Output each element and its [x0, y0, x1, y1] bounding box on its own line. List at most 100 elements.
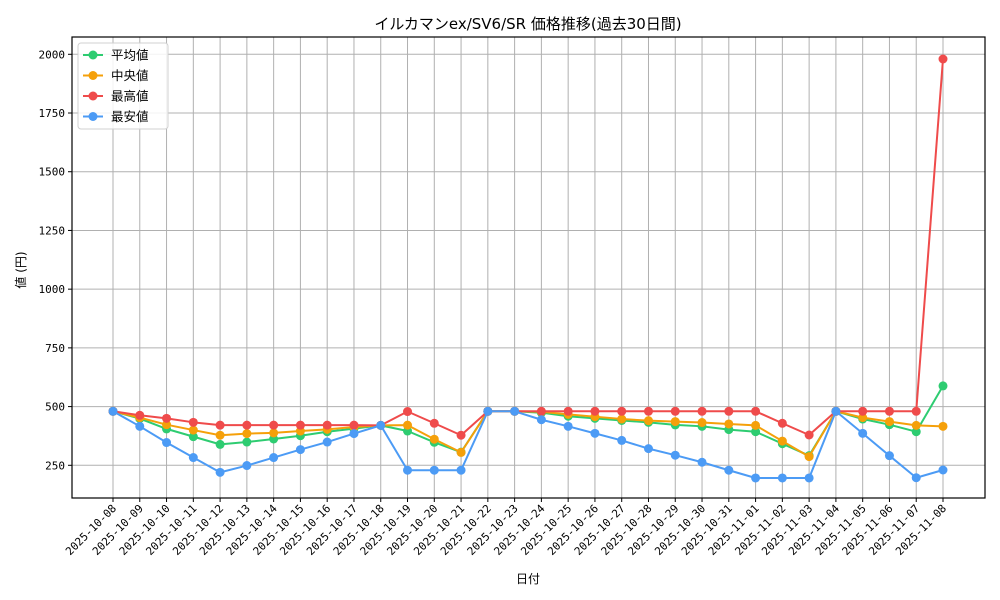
data-point	[751, 427, 761, 437]
data-point	[643, 444, 653, 454]
legend-item: 平均値	[83, 48, 149, 63]
data-point	[911, 427, 921, 437]
data-point	[429, 465, 439, 475]
data-point	[590, 406, 600, 416]
data-series	[108, 54, 948, 483]
data-point	[349, 429, 359, 439]
data-point	[911, 473, 921, 483]
y-tick-label: 500	[45, 401, 65, 414]
legend-box	[77, 42, 169, 130]
data-point	[429, 418, 439, 428]
data-point	[322, 437, 332, 447]
y-tick-label: 750	[45, 342, 65, 355]
data-point	[777, 418, 787, 428]
data-point	[376, 420, 386, 430]
data-point	[188, 453, 198, 463]
data-point	[295, 445, 305, 455]
data-point	[563, 406, 573, 416]
data-point	[215, 420, 225, 430]
data-point	[724, 406, 734, 416]
data-point	[456, 465, 466, 475]
data-point	[242, 437, 252, 447]
y-tick-label: 1250	[39, 224, 66, 237]
chart-title: イルカマンex/SV6/SR 価格推移(過去30日間)	[374, 15, 681, 33]
x-axis-label: 日付	[516, 572, 540, 586]
data-point	[697, 457, 707, 467]
data-point	[670, 406, 680, 416]
series-3	[108, 406, 948, 483]
data-point	[162, 420, 172, 430]
data-point	[483, 406, 493, 416]
data-point	[510, 406, 520, 416]
data-point	[670, 450, 680, 460]
y-axis: 250 500 750 1000 1250 1500 1750 2000	[39, 48, 72, 472]
data-point	[777, 436, 787, 446]
data-point	[938, 54, 948, 64]
data-point	[617, 414, 627, 424]
data-point	[804, 473, 814, 483]
data-point	[403, 420, 413, 430]
legend-marker-icon	[88, 50, 98, 60]
data-point	[643, 416, 653, 426]
legend-item: 最高値	[83, 89, 149, 104]
data-point	[162, 413, 172, 423]
legend-marker-icon	[88, 71, 98, 80]
data-point	[858, 406, 868, 416]
data-point	[403, 465, 413, 475]
series-line	[112, 410, 944, 458]
data-point	[429, 434, 439, 444]
legend-marker-icon	[88, 91, 98, 101]
data-point	[188, 425, 198, 435]
y-tick-label: 1750	[39, 107, 66, 120]
data-point	[777, 473, 787, 483]
data-point	[349, 420, 359, 430]
data-point	[751, 406, 761, 416]
data-point	[269, 428, 279, 438]
data-point	[751, 420, 761, 430]
legend-label: 最安値	[111, 109, 149, 124]
legend-label: 最高値	[111, 89, 149, 104]
data-point	[643, 406, 653, 416]
legend-label: 中央値	[111, 68, 149, 83]
data-point	[536, 415, 546, 425]
data-point	[590, 428, 600, 438]
data-point	[403, 407, 413, 417]
legend-label: 平均値	[111, 48, 149, 63]
data-point	[858, 428, 868, 438]
grid-lines	[72, 37, 985, 498]
data-point	[670, 417, 680, 427]
data-point	[884, 406, 894, 416]
data-point	[697, 406, 707, 416]
data-point	[536, 406, 546, 416]
data-point	[884, 451, 894, 461]
data-point	[858, 413, 868, 423]
data-point	[884, 417, 894, 427]
y-tick-label: 250	[45, 459, 65, 472]
x-axis: 2025-10-082025-10-092025-10-102025-10-11…	[63, 498, 949, 558]
data-point	[135, 410, 145, 420]
data-point	[911, 406, 921, 416]
legend-item: 最安値	[83, 109, 149, 124]
data-point	[724, 419, 734, 429]
data-point	[456, 430, 466, 440]
data-point	[804, 430, 814, 440]
data-point	[135, 421, 145, 431]
y-tick-label: 2000	[39, 48, 66, 61]
data-point	[295, 420, 305, 430]
data-point	[724, 465, 734, 475]
data-point	[188, 417, 198, 427]
data-point	[242, 461, 252, 471]
legend-item: 中央値	[83, 68, 149, 83]
data-point	[831, 406, 841, 416]
data-point	[215, 430, 225, 440]
data-point	[456, 447, 466, 457]
data-point	[751, 473, 761, 483]
data-point	[911, 420, 921, 430]
data-point	[938, 465, 948, 475]
data-point	[269, 453, 279, 463]
data-point	[563, 421, 573, 431]
series-line	[112, 410, 944, 479]
y-axis-label: 値 (円)	[13, 251, 28, 288]
